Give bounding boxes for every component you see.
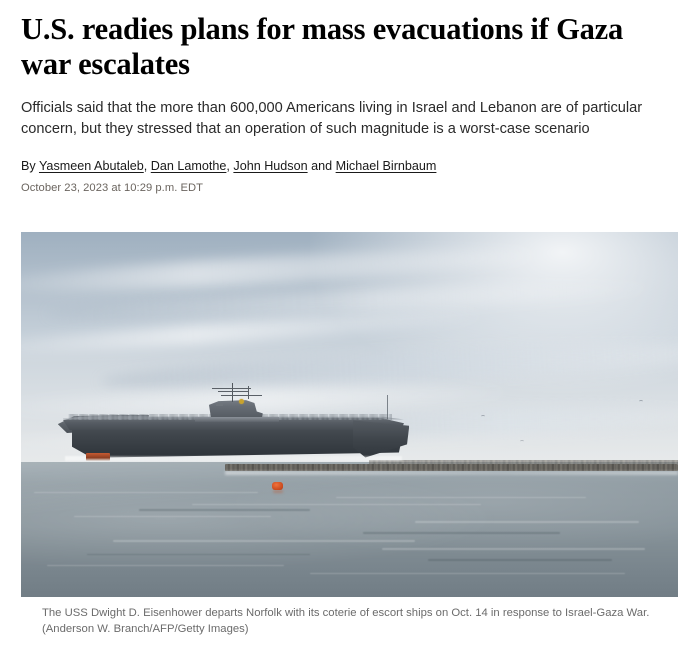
channel-buoy-reflection (273, 489, 284, 493)
byline-conjunction: and (307, 159, 336, 174)
author-link-3[interactable]: John Hudson (233, 159, 308, 174)
water-sheen (21, 461, 678, 597)
carrier-antenna (387, 395, 389, 419)
carrier-bow (353, 420, 410, 458)
carrier-radar-panel (215, 402, 223, 406)
byline: By Yasmeen Abutaleb, Dan Lamothe, John H… (0, 139, 700, 174)
bird (638, 399, 643, 403)
carrier-yardarm (221, 394, 262, 396)
escort-boat (85, 453, 111, 461)
carrier-radar-dome (238, 399, 244, 405)
byline-separator-2: , (226, 159, 234, 174)
channel-buoy (271, 482, 283, 491)
page-title: U.S. readies plans for mass evacuations … (21, 12, 624, 82)
author-link-1[interactable]: Yasmeen Abutaleb (38, 159, 144, 174)
breakwater-wash (224, 471, 678, 476)
carrier-waterline-foam (64, 455, 403, 461)
author-link-4[interactable]: Michael Birnbaum (335, 159, 437, 174)
distant-breakwater (369, 460, 678, 465)
byline-prefix: By (21, 159, 39, 174)
article-figure: The USS Dwight D. Eisenhower departs Nor… (21, 232, 678, 637)
carrier-yardarm (217, 391, 250, 393)
aircraft-carrier (57, 383, 410, 467)
lead-photo (21, 232, 678, 597)
carrier-island-deck (194, 417, 280, 423)
carrier-yardarm (212, 387, 252, 389)
carrier-mast (231, 383, 234, 402)
bird (480, 414, 485, 418)
photo-caption: The USS Dwight D. Eisenhower departs Nor… (42, 607, 650, 636)
breakwater (224, 464, 678, 472)
author-link-2[interactable]: Dan Lamothe (150, 159, 227, 174)
photo-water (21, 461, 678, 597)
publish-timestamp: October 23, 2023 at 10:29 p.m. EDT (21, 181, 204, 194)
article-deck: Officials said that the more than 600,00… (21, 99, 643, 137)
carrier-flight-deck (63, 417, 404, 431)
byline-separator-1: , (143, 159, 151, 174)
carrier-mast-secondary (247, 385, 249, 400)
